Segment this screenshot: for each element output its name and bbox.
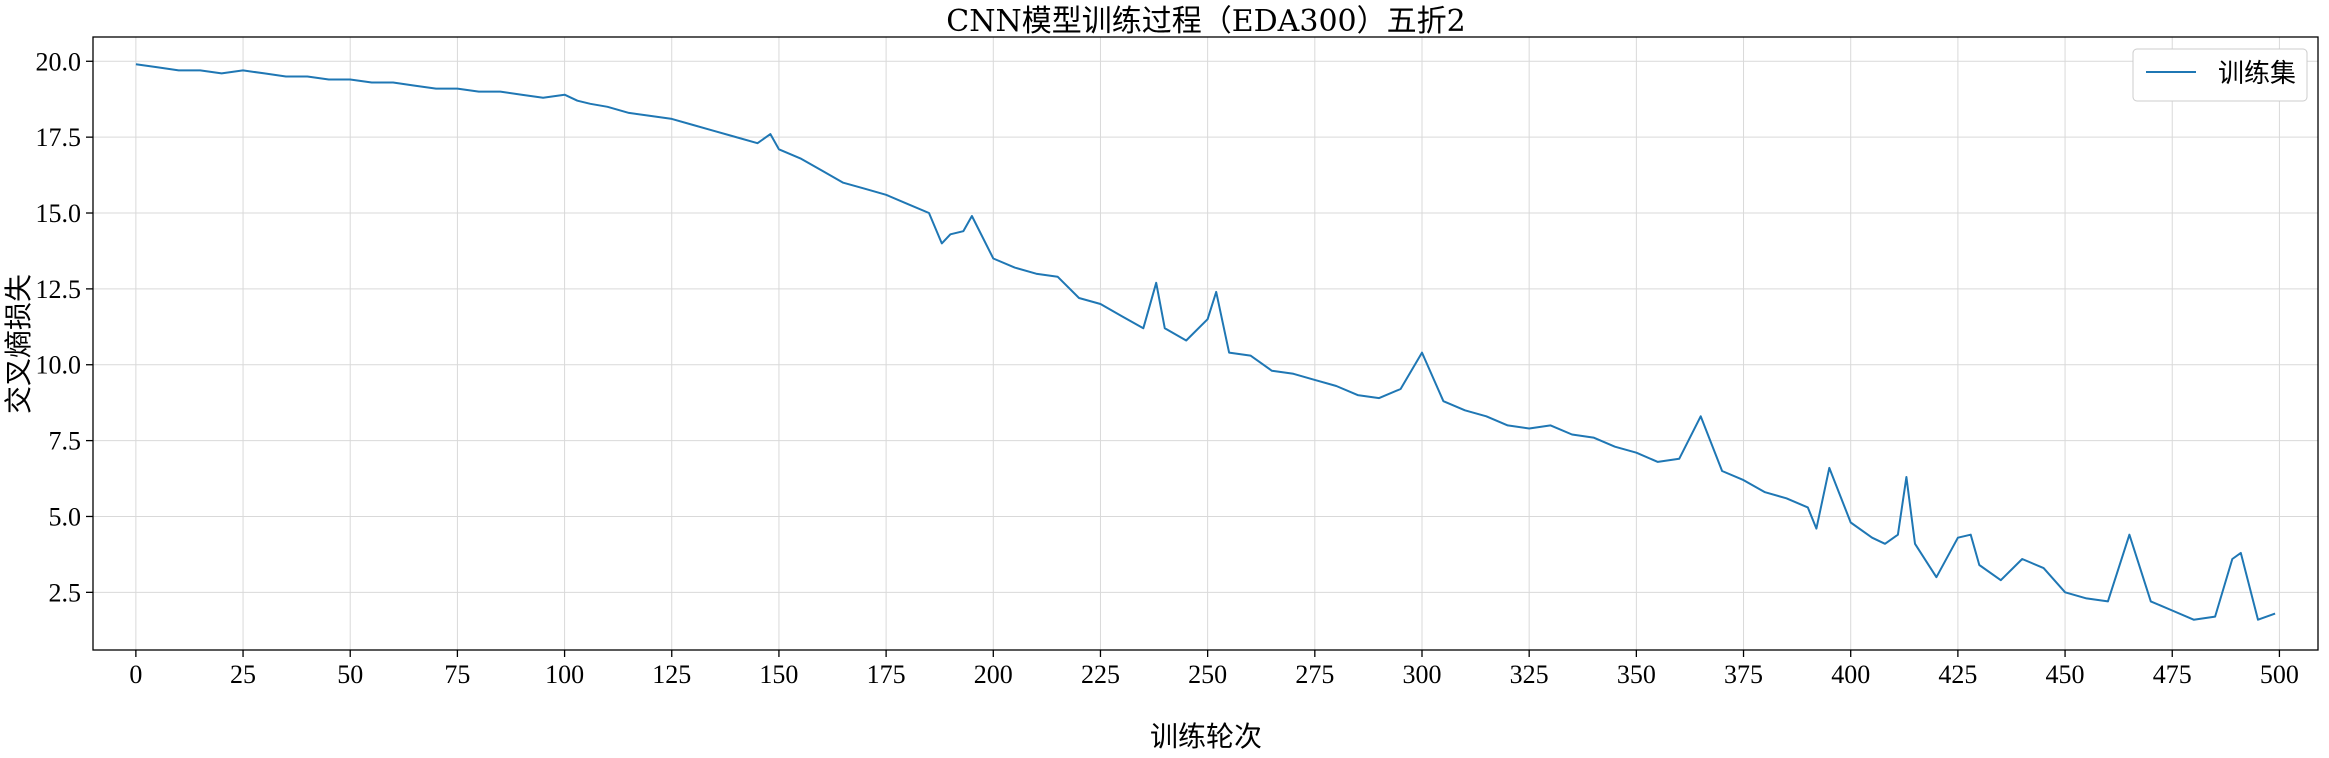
x-axis-label: 训练轮次	[1150, 720, 1262, 753]
legend-label-train: 训练集	[2218, 59, 2296, 89]
x-tick-label: 150	[759, 660, 798, 689]
y-tick-label: 12.5	[36, 275, 82, 304]
y-tick-label: 20.0	[36, 47, 82, 76]
x-tick-label: 100	[545, 660, 584, 689]
x-tick-label: 25	[230, 660, 256, 689]
grid-lines	[93, 37, 2318, 650]
x-tick-label: 125	[652, 660, 691, 689]
x-tick-label: 200	[974, 660, 1013, 689]
x-tick-label: 50	[337, 660, 363, 689]
x-tick-label: 425	[1938, 660, 1977, 689]
y-tick-label: 10.0	[36, 351, 82, 380]
x-tick-label: 450	[2046, 660, 2085, 689]
y-tick-label: 17.5	[36, 123, 82, 152]
y-tick-label: 2.5	[49, 578, 82, 607]
legend: 训练集	[2132, 48, 2308, 102]
y-tick-label: 15.0	[36, 199, 82, 228]
x-tick-label: 75	[444, 660, 470, 689]
x-tick-label: 175	[867, 660, 906, 689]
legend-box	[2132, 48, 2308, 102]
x-tick-label: 500	[2260, 660, 2299, 689]
x-tick-label: 350	[1617, 660, 1656, 689]
x-tick-label: 300	[1402, 660, 1441, 689]
x-tick-label: 275	[1295, 660, 1334, 689]
x-tick-label: 475	[2153, 660, 2192, 689]
y-tick-label: 7.5	[49, 427, 82, 456]
x-tick-label: 400	[1831, 660, 1870, 689]
x-tick-label: 225	[1081, 660, 1120, 689]
x-axis-ticks: 0 25 50 75 100 125 150 175 200 225 250 275 300 325 350…	[129, 650, 2299, 689]
x-tick-label: 375	[1724, 660, 1763, 689]
y-axis-ticks: 2.5 5.0 7.5 10.0 12.5 15.0 17.5 20.0	[36, 47, 93, 607]
y-axis-label: 交叉熵损失	[2, 274, 35, 414]
chart-title: CNN模型训练过程（EDA300）五折2	[946, 4, 1465, 39]
x-tick-label: 250	[1188, 660, 1227, 689]
x-tick-label: 0	[129, 660, 142, 689]
series-line-train	[135, 63, 2276, 621]
plot-frame	[92, 36, 2319, 651]
x-tick-label: 325	[1510, 660, 1549, 689]
y-tick-label: 5.0	[49, 502, 82, 531]
